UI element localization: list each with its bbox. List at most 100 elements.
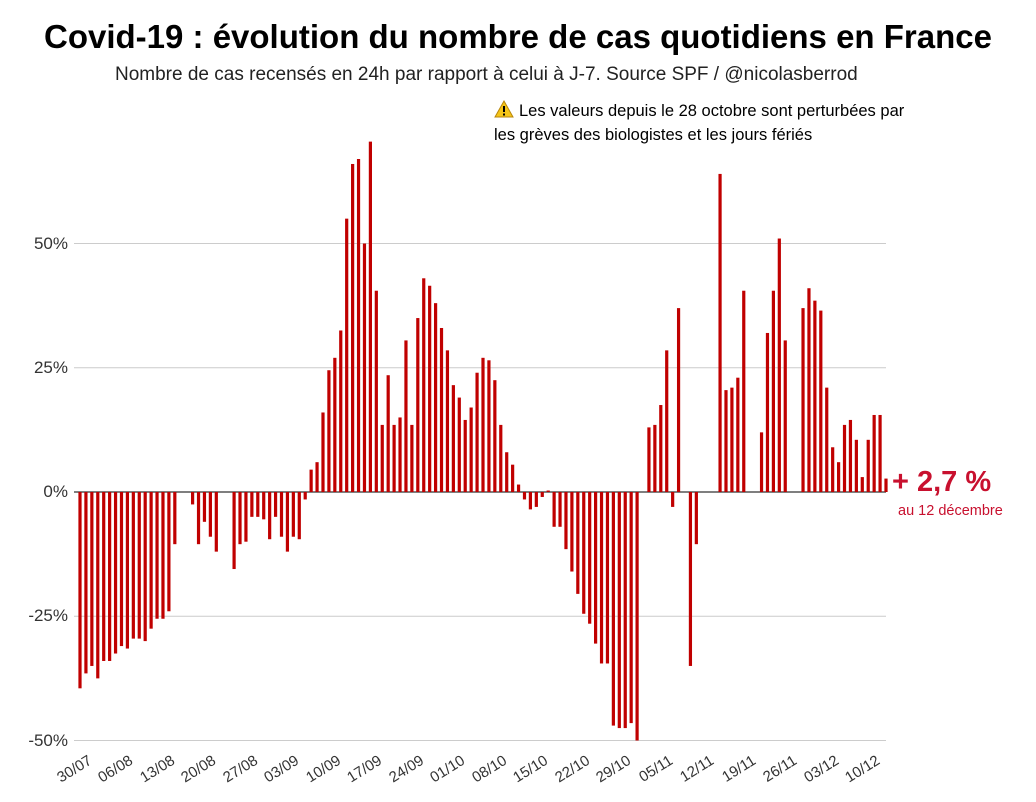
bar (759, 432, 764, 492)
bar (475, 372, 479, 492)
bar (534, 492, 538, 507)
bar (351, 163, 355, 493)
bar (522, 492, 527, 500)
bar (149, 492, 153, 629)
bar (155, 492, 159, 619)
bar (487, 360, 491, 492)
bar (742, 290, 746, 492)
bar (125, 492, 130, 649)
bar (659, 405, 663, 492)
bar (356, 159, 361, 492)
y-tick-label: 25% (33, 357, 68, 377)
bar (273, 492, 278, 517)
bar (688, 492, 693, 666)
callout-value: + 2,7 % (892, 466, 992, 498)
bar (173, 492, 177, 545)
bar (576, 492, 580, 594)
bar (416, 318, 420, 492)
bar (724, 390, 728, 492)
bar (866, 439, 870, 492)
bar (433, 303, 438, 492)
bar (528, 492, 533, 510)
bar (499, 424, 503, 492)
warning-note-text-1: Les valeurs depuis le 28 octobre sont pe… (519, 102, 905, 120)
bar (113, 492, 118, 654)
bar (327, 370, 331, 492)
bar (842, 424, 847, 492)
bar (558, 492, 562, 527)
bar (131, 492, 135, 639)
bar (410, 424, 414, 492)
bar (374, 290, 378, 492)
bar (665, 350, 669, 492)
bar (167, 492, 171, 612)
bar (119, 492, 124, 647)
bar (860, 477, 864, 492)
chart-title: Covid-19 : évolution du nombre de cas qu… (44, 18, 992, 55)
bar (392, 424, 396, 492)
bar (291, 492, 295, 537)
bar (588, 492, 592, 624)
bar (872, 414, 876, 492)
bar (836, 462, 841, 492)
bar (108, 492, 112, 661)
bar (279, 492, 284, 537)
bar (469, 407, 473, 492)
bar (884, 478, 888, 492)
bar (191, 492, 195, 505)
bar (345, 218, 349, 492)
bar (439, 327, 444, 492)
bar (516, 484, 521, 492)
bar (244, 492, 248, 542)
bar (309, 469, 313, 492)
bar (285, 492, 290, 552)
bar (96, 492, 100, 679)
bar (771, 290, 775, 492)
bar (333, 357, 337, 492)
bar (647, 427, 651, 492)
bar (339, 330, 343, 492)
bar (78, 492, 82, 689)
y-tick-label: -25% (28, 606, 68, 626)
bar (505, 452, 509, 492)
y-tick-label: 0% (43, 482, 68, 501)
bar (422, 278, 426, 492)
bar (250, 492, 254, 517)
bar (730, 387, 734, 492)
bar (807, 288, 811, 492)
callout-date: au 12 décembre (898, 503, 1003, 519)
bar (599, 492, 604, 664)
gridlines (74, 243, 886, 741)
bar (819, 310, 823, 492)
bar (623, 492, 627, 729)
bar (202, 492, 207, 522)
bar (404, 340, 408, 492)
bar (208, 492, 212, 537)
bar (694, 492, 698, 545)
bar (297, 492, 301, 540)
bar (380, 424, 384, 492)
bar (137, 492, 141, 639)
bar (848, 419, 853, 492)
chart-subtitle: Nombre de cas recensés en 24h par rappor… (115, 64, 858, 85)
bar (765, 332, 770, 492)
bar (196, 492, 201, 545)
bar (801, 308, 805, 492)
bar (671, 492, 675, 507)
bar (268, 492, 272, 540)
bar (428, 285, 432, 492)
bar (540, 492, 544, 497)
bar (617, 492, 621, 729)
bar (831, 447, 835, 492)
bar (854, 439, 858, 492)
bar (564, 492, 568, 550)
y-tick-label: -50% (28, 730, 68, 750)
bar (605, 492, 610, 664)
bar (84, 492, 88, 674)
bar (102, 492, 106, 661)
bar (546, 490, 550, 492)
bar (611, 492, 615, 726)
bar (463, 419, 467, 492)
bar (303, 492, 307, 500)
